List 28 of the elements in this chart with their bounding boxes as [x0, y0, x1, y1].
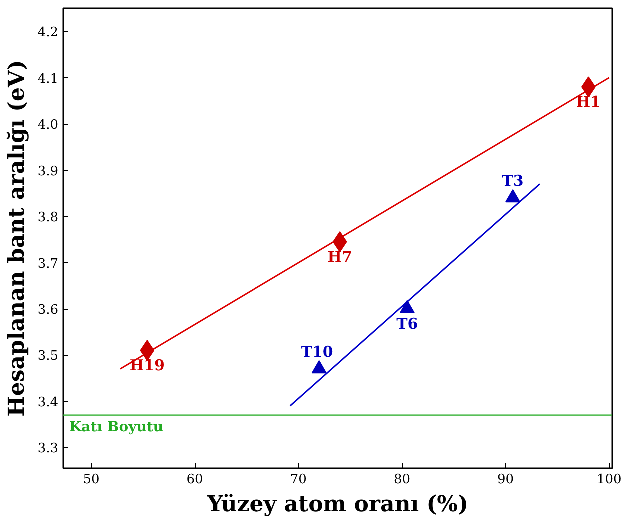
y-tick-label: 3.9 — [38, 164, 59, 180]
x-axis-title: Yüzey atom oranı (%) — [206, 492, 469, 518]
y-tick-label: 3.7 — [38, 256, 59, 272]
annotation: T3 — [502, 172, 524, 190]
annotation: H7 — [328, 248, 352, 266]
annotation: T6 — [396, 315, 418, 334]
x-tick-label: 60 — [186, 472, 204, 488]
annotation: T10 — [301, 343, 334, 362]
y-tick-label: 3.6 — [38, 303, 59, 318]
y-tick-label: 3.5 — [38, 349, 59, 364]
annotation: H1 — [576, 93, 601, 112]
x-tick-label: 80 — [394, 472, 410, 488]
y-tick-label: 4.2 — [38, 26, 59, 41]
y-tick-label: 4.0 — [38, 118, 59, 134]
y-tick-label: 4.1 — [38, 72, 59, 87]
y-axis-title: Hesaplanan bant aralığı (eV) — [4, 60, 30, 417]
annotation: H19 — [130, 356, 165, 375]
ref-line-label: Katı Boyutu — [70, 419, 164, 436]
x-tick-label: 90 — [498, 472, 514, 488]
x-tick-label: 100 — [596, 472, 622, 488]
point — [312, 360, 327, 374]
x-tick-label: 50 — [83, 472, 100, 488]
y-tick-label: 3.3 — [38, 442, 59, 457]
x-tick-label: 70 — [290, 472, 307, 488]
y-tick-label: 3.4 — [38, 395, 59, 410]
point — [506, 189, 521, 203]
y-tick-label: 3.8 — [38, 210, 59, 226]
point — [400, 300, 415, 314]
